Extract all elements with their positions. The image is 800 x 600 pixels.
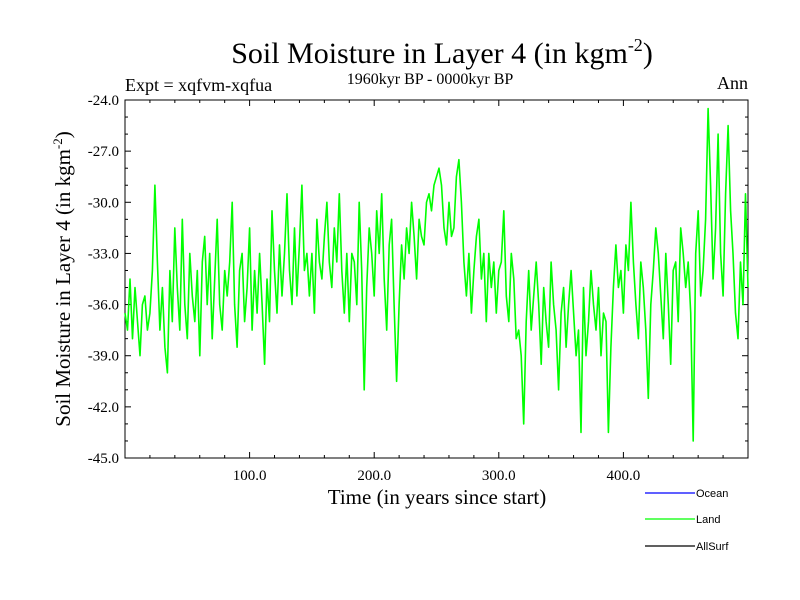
- y-tick-label: -39.0: [88, 349, 119, 365]
- legend: Ocean Land AllSurf: [645, 488, 729, 553]
- y-axis-label-superscript: -2: [50, 138, 65, 149]
- x-tick-label: 300.0: [482, 468, 516, 484]
- chart-title-text: Soil Moisture in Layer 4 (in kgm: [231, 37, 628, 70]
- legend-label-allsurf: AllSurf: [696, 541, 729, 553]
- chart-title-close: ): [643, 37, 653, 70]
- x-axis-tick-labels: 100.0 200.0 300.0 400.0: [233, 468, 641, 484]
- x-axis-ticks: [149, 100, 724, 458]
- y-tick-label: -24.0: [88, 93, 119, 109]
- season-label: Ann: [717, 73, 748, 93]
- y-tick-label: -27.0: [88, 144, 119, 160]
- y-axis-label-text: Soil Moisture in Layer 4 (in kgm: [51, 149, 75, 427]
- chart-title-superscript: -2: [628, 35, 643, 55]
- legend-label-land: Land: [696, 514, 720, 526]
- time-range-label: 1960kyr BP - 0000kyr BP: [347, 71, 514, 88]
- x-axis-label: Time (in years since start): [328, 485, 547, 509]
- chart-title: Soil Moisture in Layer 4 (in kgm-2): [231, 35, 653, 70]
- legend-label-ocean: Ocean: [696, 488, 728, 500]
- y-axis-tick-labels: -24.0 -27.0 -30.0 -33.0 -36.0 -39.0 -42.0 -45.0: [88, 93, 119, 467]
- y-tick-label: -45.0: [88, 451, 119, 467]
- x-tick-label: 200.0: [357, 468, 391, 484]
- y-tick-label: -30.0: [88, 195, 119, 211]
- y-tick-label: -36.0: [88, 298, 119, 314]
- y-tick-label: -33.0: [88, 246, 119, 262]
- series-line-land: [124, 107, 749, 442]
- y-axis-label-close: ): [51, 131, 75, 138]
- y-axis-label: Soil Moisture in Layer 4 (in kgm-2): [50, 131, 75, 426]
- experiment-label: Expt = xqfvm-xqfua: [125, 75, 272, 95]
- y-tick-label: -42.0: [88, 400, 119, 416]
- x-tick-label: 400.0: [607, 468, 641, 484]
- x-tick-label: 100.0: [233, 468, 267, 484]
